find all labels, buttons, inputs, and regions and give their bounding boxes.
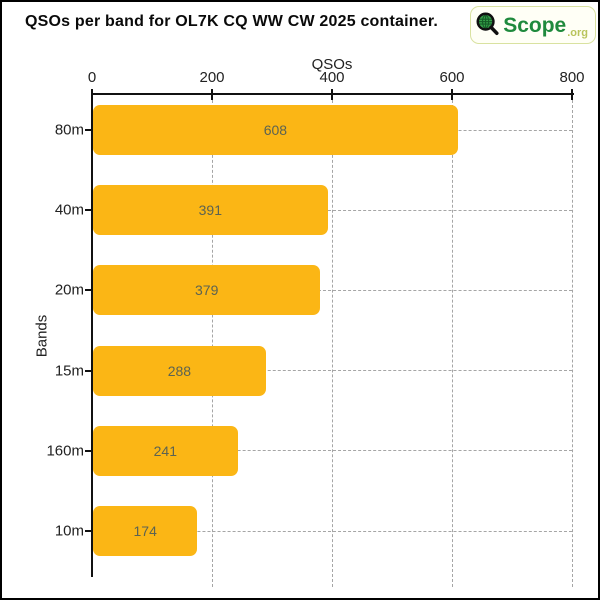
y-tick-mark xyxy=(85,289,92,292)
x-tick-mark xyxy=(211,89,213,100)
bar xyxy=(93,345,266,396)
y-tick-mark xyxy=(85,530,92,532)
x-tick-label: 600 xyxy=(439,69,465,86)
bar-value-label: 391 xyxy=(198,202,222,219)
bar xyxy=(93,105,458,155)
band-label: 20m xyxy=(54,281,84,299)
x-tick-mark xyxy=(571,89,573,100)
bar-value-label: 379 xyxy=(195,282,219,299)
x-gridline xyxy=(211,100,213,587)
y-tick-mark xyxy=(85,209,92,212)
x-tick-mark xyxy=(451,89,453,100)
x-tick-mark xyxy=(91,89,93,100)
y-tick-mark xyxy=(85,369,92,372)
y-tick-mark xyxy=(85,449,92,452)
bar xyxy=(93,185,328,236)
band-label: 15m xyxy=(54,362,84,380)
bar xyxy=(93,265,321,316)
bar-value-label: 241 xyxy=(153,442,177,459)
y-gridline xyxy=(92,530,572,532)
bar-value-label: 174 xyxy=(133,523,157,539)
x-tick-label: 800 xyxy=(559,69,585,86)
qscope-logo[interactable]: Scope .org xyxy=(470,6,596,44)
magnifier-globe-icon xyxy=(476,12,499,35)
left-axis-spine xyxy=(91,94,93,577)
x-tick-label: 0 xyxy=(87,69,97,86)
x-tick-label: 400 xyxy=(319,69,345,86)
band-label: 10m xyxy=(54,522,84,540)
y-tick-mark xyxy=(85,129,92,131)
x-tick-mark xyxy=(331,89,333,100)
y-gridline xyxy=(92,370,572,372)
bar xyxy=(93,425,238,476)
bar-value-label: 608 xyxy=(263,122,288,138)
band-label: 80m xyxy=(54,121,84,139)
band-label: 160m xyxy=(46,442,84,460)
band-label: 40m xyxy=(54,201,84,219)
x-gridline xyxy=(331,100,333,587)
x-tick-label: 200 xyxy=(199,69,225,86)
x-gridline xyxy=(571,100,573,587)
bar xyxy=(93,506,198,556)
logo-org-text: .org xyxy=(567,27,588,39)
y-gridline xyxy=(92,209,572,211)
x-gridline xyxy=(451,100,453,587)
chart-title: QSOs per band for OL7K CQ WW CW 2025 con… xyxy=(25,13,439,30)
x-axis-title: QSOs xyxy=(311,56,353,73)
y-gridline xyxy=(92,450,572,452)
logo-text: Scope xyxy=(503,13,567,37)
bar-value-label: 288 xyxy=(167,362,192,379)
y-gridline xyxy=(92,289,572,291)
